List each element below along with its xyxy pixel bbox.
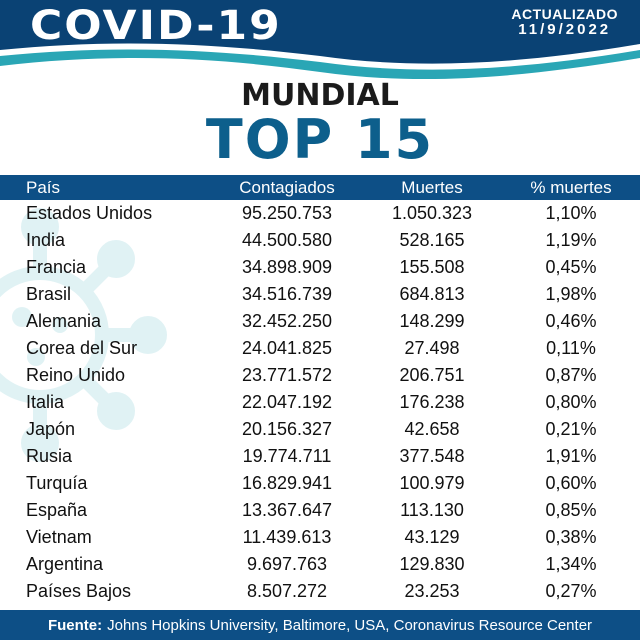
virus-watermark-icon <box>0 208 167 462</box>
cell-death-rate: 0,87% <box>545 365 597 385</box>
cell-country: India <box>26 230 66 250</box>
cell-deaths: 684.813 <box>399 284 465 304</box>
cell-deaths: 113.130 <box>400 500 464 520</box>
cell-death-rate: 0,21% <box>545 419 597 439</box>
cell-country: Italia <box>26 392 65 412</box>
cell-country: Estados Unidos <box>26 203 153 223</box>
cell-deaths: 176.238 <box>399 392 465 412</box>
cell-country: Japón <box>26 419 76 439</box>
cell-cases: 13.367.647 <box>241 500 333 520</box>
cell-country: Argentina <box>26 554 104 574</box>
cell-country: Alemania <box>26 311 102 331</box>
cell-country: Países Bajos <box>26 581 132 601</box>
cell-country: España <box>26 500 88 520</box>
cell-country: Francia <box>26 257 87 277</box>
table-row: España 13.367.647 113.130 0,85% <box>0 497 640 524</box>
cell-country: Reino Unido <box>26 365 126 385</box>
source-label: Fuente: <box>47 616 103 634</box>
cell-deaths: 100.979 <box>399 473 465 493</box>
table-row: Estados Unidos 95.250.753 1.050.323 1,10% <box>0 200 640 227</box>
table-body: Estados Unidos 95.250.753 1.050.323 1,10% In… <box>0 200 640 605</box>
cell-deaths: 27.498 <box>404 338 460 358</box>
cell-death-rate: 0,60% <box>545 473 597 493</box>
cell-death-rate: 1,98% <box>545 284 597 304</box>
cell-cases: 24.041.825 <box>241 338 333 358</box>
app-title: COVID-19 <box>30 2 282 49</box>
cell-death-rate: 0,11% <box>546 338 596 358</box>
table-row: Brasil 34.516.739 684.813 1,98% <box>0 281 640 308</box>
cell-cases: 32.452.250 <box>241 311 333 331</box>
cell-country: Rusia <box>26 446 73 466</box>
table-row: Japón 20.156.327 42.658 0,21% <box>0 416 640 443</box>
table-row: Vietnam 11.439.613 43.129 0,38% <box>0 524 640 551</box>
header-wave-graphic <box>0 0 640 90</box>
cell-death-rate: 1,34% <box>545 554 597 574</box>
table-row: Países Bajos 8.507.272 23.253 0,27% <box>0 578 640 605</box>
cell-country: Brasil <box>26 284 72 304</box>
cell-country: Vietnam <box>26 527 92 547</box>
cell-death-rate: 0,80% <box>545 392 597 412</box>
cell-deaths: 155.508 <box>399 257 465 277</box>
cell-cases: 16.829.941 <box>241 473 333 493</box>
cell-deaths: 528.165 <box>399 230 465 250</box>
cell-death-rate: 0,85% <box>545 500 597 520</box>
cell-cases: 95.250.753 <box>241 203 333 223</box>
cell-deaths: 129.830 <box>399 554 465 574</box>
updated-stamp: ACTUALIZADO 11/9/2022 <box>511 6 618 38</box>
cell-cases: 9.697.763 <box>246 554 328 574</box>
table-row: India 44.500.580 528.165 1,19% <box>0 227 640 254</box>
cell-deaths: 1.050.323 <box>391 203 473 223</box>
cell-cases: 20.156.327 <box>241 419 333 439</box>
table-row: Francia 34.898.909 155.508 0,45% <box>0 254 640 281</box>
table-header: País Contagiados Muertes % muertes <box>0 175 640 200</box>
updated-date: 11/9/2022 <box>518 21 612 38</box>
cell-country: Turquía <box>26 473 88 493</box>
cell-death-rate: 1,10% <box>545 203 597 223</box>
cell-cases: 22.047.192 <box>241 392 333 412</box>
cell-deaths: 42.658 <box>404 419 460 439</box>
cell-cases: 8.507.272 <box>246 581 328 601</box>
table-row: Alemania 32.452.250 148.299 0,46% <box>0 308 640 335</box>
page-title: TOP 15 <box>205 108 435 171</box>
cell-deaths: 43.129 <box>404 527 460 547</box>
column-header-death-rate: % muertes <box>530 177 612 197</box>
cell-country: Corea del Sur <box>26 338 138 358</box>
cell-deaths: 206.751 <box>399 365 465 385</box>
cell-death-rate: 1,19% <box>545 230 597 250</box>
table-row: Rusia 19.774.711 377.548 1,91% <box>0 443 640 470</box>
column-header-deaths: Muertes <box>401 177 463 197</box>
cell-cases: 34.898.909 <box>241 257 333 277</box>
cell-death-rate: 0,27% <box>545 581 597 601</box>
column-header-country: País <box>26 177 61 197</box>
cell-cases: 11.439.613 <box>242 527 332 547</box>
cell-deaths: 377.548 <box>399 446 465 466</box>
cell-cases: 19.774.711 <box>242 446 332 466</box>
cell-death-rate: 0,38% <box>545 527 597 547</box>
updated-label: ACTUALIZADO <box>511 6 618 22</box>
table-row: Italia 22.047.192 176.238 0,80% <box>0 389 640 416</box>
cell-death-rate: 0,46% <box>545 311 597 331</box>
column-header-cases: Contagiados <box>239 177 335 197</box>
cell-deaths: 23.253 <box>404 581 460 601</box>
cell-cases: 23.771.572 <box>241 365 333 385</box>
table-row: Argentina 9.697.763 129.830 1,34% <box>0 551 640 578</box>
source-footer: Fuente: Johns Hopkins University, Baltim… <box>0 610 640 640</box>
cell-death-rate: 1,91% <box>545 446 597 466</box>
stats-table: País Contagiados Muertes % muertes Estad… <box>0 175 640 605</box>
cell-cases: 34.516.739 <box>241 284 333 304</box>
table-row: Reino Unido 23.771.572 206.751 0,87% <box>0 362 640 389</box>
source-text: Johns Hopkins University, Baltimore, USA… <box>107 616 593 634</box>
region-heading: MUNDIAL <box>241 78 399 113</box>
table-row: Turquía 16.829.941 100.979 0,60% <box>0 470 640 497</box>
header-banner: COVID-19 ACTUALIZADO 11/9/2022 <box>0 0 640 90</box>
table-row: Corea del Sur 24.041.825 27.498 0,11% <box>0 335 640 362</box>
cell-death-rate: 0,45% <box>545 257 597 277</box>
cell-deaths: 148.299 <box>399 311 465 331</box>
cell-cases: 44.500.580 <box>241 230 333 250</box>
